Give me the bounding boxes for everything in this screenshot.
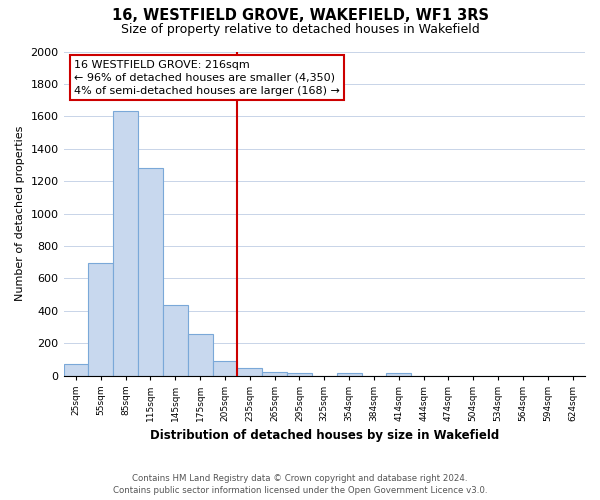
Bar: [113, 112, 138, 376]
Bar: [163, 305, 188, 376]
Bar: [138, 168, 163, 376]
Bar: [262, 372, 287, 376]
X-axis label: Distribution of detached houses by size in Wakefield: Distribution of detached houses by size …: [149, 430, 499, 442]
Bar: [188, 334, 212, 376]
Bar: [287, 372, 312, 376]
Text: Size of property relative to detached houses in Wakefield: Size of property relative to detached ho…: [121, 22, 479, 36]
Text: Contains HM Land Registry data © Crown copyright and database right 2024.
Contai: Contains HM Land Registry data © Crown c…: [113, 474, 487, 495]
Bar: [88, 263, 113, 376]
Bar: [386, 374, 411, 376]
Y-axis label: Number of detached properties: Number of detached properties: [15, 126, 25, 302]
Bar: [337, 374, 362, 376]
Bar: [212, 361, 238, 376]
Text: 16, WESTFIELD GROVE, WAKEFIELD, WF1 3RS: 16, WESTFIELD GROVE, WAKEFIELD, WF1 3RS: [112, 8, 488, 22]
Bar: [64, 364, 88, 376]
Bar: [238, 368, 262, 376]
Text: 16 WESTFIELD GROVE: 216sqm
← 96% of detached houses are smaller (4,350)
4% of se: 16 WESTFIELD GROVE: 216sqm ← 96% of deta…: [74, 60, 340, 96]
